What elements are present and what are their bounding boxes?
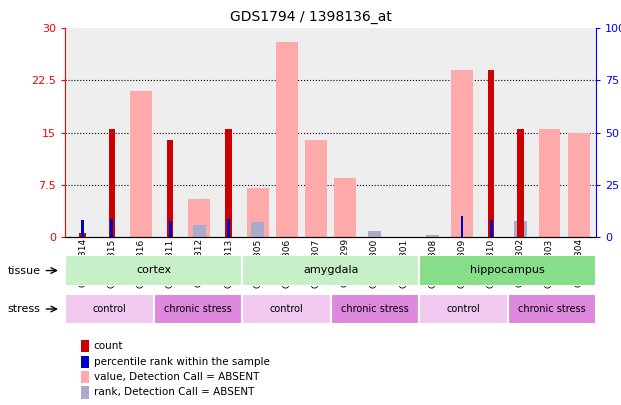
Bar — [65, 294, 154, 324]
Text: percentile rank within the sample: percentile rank within the sample — [94, 357, 270, 367]
Bar — [169, 221, 171, 237]
Bar — [538, 129, 560, 237]
Text: count: count — [94, 341, 124, 351]
Bar — [242, 294, 330, 324]
Bar — [334, 178, 356, 237]
Text: chronic stress: chronic stress — [518, 304, 586, 314]
Bar — [193, 226, 206, 237]
Bar — [488, 70, 494, 237]
Text: GDS1794 / 1398136_at: GDS1794 / 1398136_at — [230, 10, 391, 24]
Bar — [111, 219, 114, 237]
Bar — [507, 294, 596, 324]
Bar — [225, 129, 232, 237]
Bar — [242, 255, 419, 286]
Bar — [451, 70, 473, 237]
Text: cortex: cortex — [136, 265, 171, 275]
Bar — [79, 233, 86, 237]
Bar — [517, 129, 524, 237]
Text: chronic stress: chronic stress — [341, 304, 409, 314]
Bar — [251, 222, 265, 237]
Bar — [109, 129, 115, 237]
Text: stress: stress — [7, 304, 40, 314]
Text: tissue: tissue — [7, 266, 40, 275]
Bar — [167, 140, 173, 237]
Bar — [276, 42, 298, 237]
Bar — [154, 294, 242, 324]
Bar — [188, 199, 211, 237]
Text: control: control — [446, 304, 480, 314]
Bar — [426, 235, 439, 237]
Bar — [490, 220, 492, 237]
Bar — [461, 216, 463, 237]
Text: control: control — [270, 304, 303, 314]
Text: hippocampus: hippocampus — [470, 265, 545, 275]
Text: chronic stress: chronic stress — [164, 304, 232, 314]
Text: amygdala: amygdala — [303, 265, 358, 275]
Bar — [419, 255, 596, 286]
Text: control: control — [93, 304, 126, 314]
Bar — [514, 221, 527, 237]
Bar — [65, 255, 242, 286]
Bar — [130, 91, 152, 237]
Bar — [419, 294, 507, 324]
Bar — [368, 231, 381, 237]
Bar — [568, 133, 589, 237]
Bar — [247, 188, 269, 237]
Bar — [81, 220, 84, 237]
Bar — [305, 140, 327, 237]
Bar — [227, 219, 230, 237]
Text: rank, Detection Call = ABSENT: rank, Detection Call = ABSENT — [94, 388, 254, 397]
Bar — [330, 294, 419, 324]
Text: value, Detection Call = ABSENT: value, Detection Call = ABSENT — [94, 372, 259, 382]
